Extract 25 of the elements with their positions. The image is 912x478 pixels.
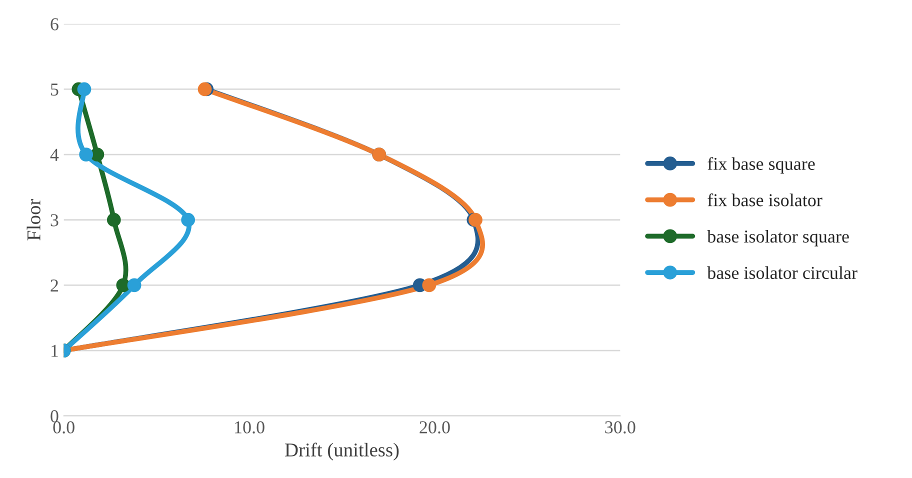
point xyxy=(181,212,196,227)
point xyxy=(116,278,130,292)
legend-label: base isolator circular xyxy=(707,266,858,280)
legend-label: fix base isolator xyxy=(708,193,822,206)
point xyxy=(77,82,92,96)
y-tick-label: 5 xyxy=(51,84,58,96)
x-tick-label: 0.0 xyxy=(53,421,74,434)
x-axis-title: Drift (unitless) xyxy=(285,442,399,460)
y-tick-label: 6 xyxy=(50,18,58,30)
point xyxy=(127,278,142,292)
point xyxy=(79,148,94,162)
y-axis-title: Floor xyxy=(26,198,40,240)
x-tick-label: 10.0 xyxy=(235,421,264,434)
y-tick-label: 1 xyxy=(52,344,58,357)
y-tick-label: 3 xyxy=(50,214,58,226)
y-tick-label: 0 xyxy=(50,410,58,422)
y-tick-label: 4 xyxy=(50,148,59,161)
point xyxy=(422,278,436,292)
point xyxy=(90,148,104,162)
legend-label: fix base square xyxy=(708,157,815,174)
point xyxy=(106,212,121,227)
x-tick-label: 30.0 xyxy=(605,421,636,434)
y-tick-label: 2 xyxy=(50,280,58,292)
legend-label: base isolator square xyxy=(707,230,849,246)
x-tick-label: 20.0 xyxy=(420,421,450,434)
